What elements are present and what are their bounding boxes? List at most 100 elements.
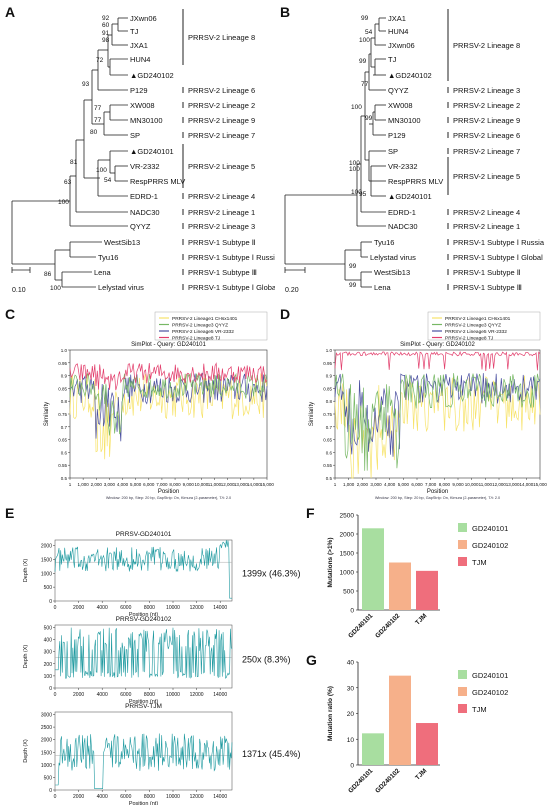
legend-swatch	[458, 523, 467, 532]
y-tick-label: 1500	[340, 551, 355, 558]
bootstrap-value: 98	[102, 37, 110, 44]
x-tick-label: 6000	[120, 794, 131, 800]
taxon-label: Lena	[94, 268, 112, 277]
taxon-label: Lelystad virus	[370, 253, 416, 262]
x-tick-label: 10000	[166, 605, 180, 611]
depth-annotation: 1371x (45.4%)	[242, 749, 301, 759]
legend-box	[427, 311, 541, 341]
taxon-label: Lelystad virus	[98, 283, 144, 292]
x-tick-label: 8000	[144, 605, 155, 611]
x-tick-label: 12,000	[221, 482, 235, 487]
y-tick-label: 500	[44, 625, 53, 631]
x-tick-label: 14000	[213, 794, 227, 800]
bootstrap-value: 72	[96, 57, 104, 64]
y-tick-label: 20	[347, 711, 355, 718]
x-tick-label: 2,000	[91, 482, 103, 487]
taxon-label: EDRD-1	[130, 192, 158, 201]
taxon-label: SP	[388, 147, 398, 156]
taxon-label: ▲GD240102	[130, 71, 174, 80]
similarity-series	[334, 372, 541, 471]
group-label: PRRSV-2 Lineage 3	[453, 86, 520, 95]
y-axis-label: Similarity	[309, 402, 315, 426]
x-tick-label: 3,000	[370, 482, 382, 487]
group-label: PRRSV-2 Lineage 9	[453, 116, 520, 125]
x-tick-label: TJM	[414, 767, 428, 781]
taxon-label: XW008	[388, 101, 413, 110]
legend-swatch	[458, 557, 467, 566]
group-label: PRRSV-1 Subtype Ⅱ	[453, 268, 521, 277]
x-tick-label: 0	[54, 794, 57, 800]
bootstrap-value: 99	[361, 15, 369, 22]
taxon-label: MN30100	[130, 116, 163, 125]
x-tick-label: 4,000	[117, 482, 129, 487]
x-tick-label: 5,000	[130, 482, 142, 487]
y-tick-label: 0.65	[323, 438, 332, 443]
x-tick-label: 6,000	[143, 482, 155, 487]
bootstrap-value: 100	[351, 189, 362, 196]
x-tick-label: 4000	[97, 692, 108, 698]
y-tick-label: 2000	[41, 544, 52, 550]
taxon-label: ▲GD240101	[130, 147, 174, 156]
y-tick-label: 1500	[41, 750, 52, 756]
y-tick-label: 40	[347, 660, 355, 667]
legend-entry: PRRSV-2 Lineage5 VR-2332	[445, 329, 507, 335]
x-tick-label: 14000	[213, 692, 227, 698]
bootstrap-value: 54	[104, 177, 112, 184]
panel-letter-b: B	[280, 4, 291, 20]
group-label: PRRSV-2 Lineage 1	[188, 208, 255, 217]
similarity-series	[69, 362, 268, 391]
legend-entry: GD240101	[472, 671, 508, 680]
y-tick-label: 200	[44, 662, 53, 668]
bootstrap-value: 100	[58, 199, 69, 206]
x-tick-label: 1,000	[343, 482, 355, 487]
x-tick-label: 6,000	[411, 482, 423, 487]
taxon-label: XW008	[130, 101, 155, 110]
bootstrap-value: 77	[94, 105, 102, 112]
depth-annotation: 1399x (46.3%)	[242, 569, 301, 579]
bar-tjm	[416, 570, 438, 610]
bootstrap-value: 100	[351, 104, 362, 111]
x-tick-label: 7,000	[156, 482, 168, 487]
group-label: PRRSV-2 Lineage 8	[453, 41, 520, 50]
bootstrap-value: 95	[359, 191, 367, 198]
legend-swatch	[458, 704, 467, 713]
bootstrap-value: 60	[102, 22, 110, 29]
group-label: PRRSV-2 Lineage 3	[188, 222, 255, 231]
group-label: PRRSV-2 Lineage 9	[188, 116, 255, 125]
panel-letter-e: E	[5, 505, 15, 521]
x-tick-label: 15,000	[260, 482, 274, 487]
x-tick-label: 8000	[144, 692, 155, 698]
x-tick-label: 13,000	[506, 482, 520, 487]
x-tick-label: 10000	[166, 692, 180, 698]
x-tick-label: 2,000	[357, 482, 369, 487]
taxon-label: WestSib13	[104, 238, 140, 247]
y-tick-label: 1.0	[61, 348, 68, 353]
legend-swatch	[458, 687, 467, 696]
y-tick-label: 0	[49, 599, 52, 605]
group-label: PRRSV-2 Lineage 7	[188, 131, 255, 140]
phylo-tree-b: JXA1 HUN4 JXwn06 TJ ▲GD240102 QYYZ XW008 MN3010…	[284, 9, 545, 294]
group-label: PRRSV-2 Lineage 2	[188, 101, 255, 110]
group-label: PRRSV-1 Subtype Ⅰ Global	[453, 253, 543, 262]
bootstrap-value: 54	[365, 29, 373, 36]
group-label: PRRSV-2 Lineage 8	[188, 33, 255, 42]
y-tick-label: 1000	[41, 571, 52, 577]
bootstrap-value: 99	[349, 282, 357, 289]
legend-swatch	[458, 540, 467, 549]
bootstrap-value: 100	[349, 160, 360, 167]
bootstrap-value: 99	[349, 263, 357, 270]
bootstrap-value: 100	[50, 285, 61, 292]
x-tick-label: 6000	[120, 692, 131, 698]
taxon-label: WestSib13	[374, 268, 410, 277]
group-label: PRRSV-2 Lineage 6	[188, 86, 255, 95]
bootstrap-value: 100	[359, 37, 370, 44]
y-tick-label: 3000	[41, 713, 52, 719]
taxon-label: JXA1	[130, 41, 148, 50]
depth-frame	[54, 539, 233, 602]
x-tick-label: 4000	[97, 794, 108, 800]
x-tick-label: 1,000	[78, 482, 90, 487]
y-tick-label: 2500	[41, 725, 52, 731]
